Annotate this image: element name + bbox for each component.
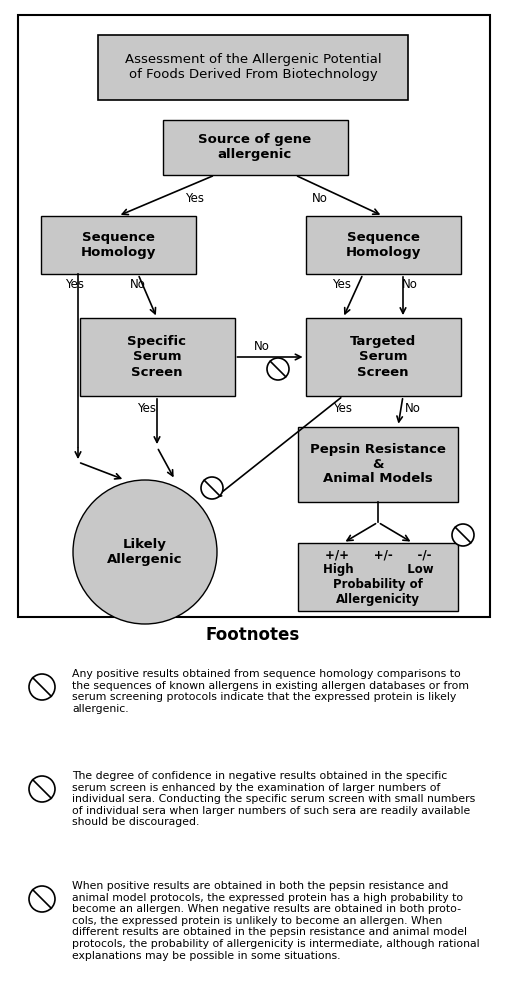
Text: Source of gene
allergenic: Source of gene allergenic	[198, 133, 312, 161]
Text: Yes: Yes	[333, 278, 351, 290]
Circle shape	[201, 477, 223, 499]
Circle shape	[29, 776, 55, 802]
FancyBboxPatch shape	[80, 318, 235, 396]
Text: Yes: Yes	[186, 192, 204, 205]
Text: No: No	[130, 278, 146, 290]
Text: +/+      +/-      -/-
High             Low
Probability of
Allergenicity: +/+ +/- -/- High Low Probability of Alle…	[322, 548, 433, 606]
Text: Footnotes: Footnotes	[206, 626, 300, 644]
Circle shape	[452, 524, 474, 546]
Text: Yes: Yes	[334, 402, 352, 415]
FancyBboxPatch shape	[298, 543, 458, 611]
Text: No: No	[254, 340, 270, 353]
Bar	[18, 15, 490, 617]
Text: Sequence
Homology: Sequence Homology	[345, 231, 421, 259]
Text: Likely
Allergenic: Likely Allergenic	[107, 538, 183, 566]
Text: Assessment of the Allergenic Potential
of Foods Derived From Biotechnology: Assessment of the Allergenic Potential o…	[125, 53, 381, 81]
Text: Yes: Yes	[65, 278, 85, 290]
Text: Yes: Yes	[137, 402, 157, 415]
Circle shape	[29, 886, 55, 912]
Text: Any positive results obtained from sequence homology comparisons to
the sequence: Any positive results obtained from seque…	[72, 669, 469, 714]
Text: No: No	[402, 278, 418, 290]
Text: Sequence
Homology: Sequence Homology	[80, 231, 156, 259]
Text: The degree of confidence in negative results obtained in the specific
serum scre: The degree of confidence in negative res…	[72, 771, 475, 828]
Circle shape	[73, 480, 217, 624]
Text: Targeted
Serum
Screen: Targeted Serum Screen	[350, 335, 416, 379]
FancyBboxPatch shape	[298, 427, 458, 501]
Circle shape	[29, 674, 55, 700]
Text: Pepsin Resistance
&
Animal Models: Pepsin Resistance & Animal Models	[310, 442, 446, 485]
FancyBboxPatch shape	[98, 34, 408, 100]
Text: No: No	[405, 402, 421, 415]
Text: Specific
Serum
Screen: Specific Serum Screen	[127, 335, 187, 379]
FancyBboxPatch shape	[306, 318, 460, 396]
FancyBboxPatch shape	[163, 120, 347, 174]
FancyBboxPatch shape	[41, 215, 196, 274]
Text: No: No	[312, 192, 328, 205]
Circle shape	[267, 358, 289, 380]
FancyBboxPatch shape	[306, 215, 460, 274]
Text: When positive results are obtained in both the pepsin resistance and
animal mode: When positive results are obtained in bo…	[72, 881, 480, 961]
